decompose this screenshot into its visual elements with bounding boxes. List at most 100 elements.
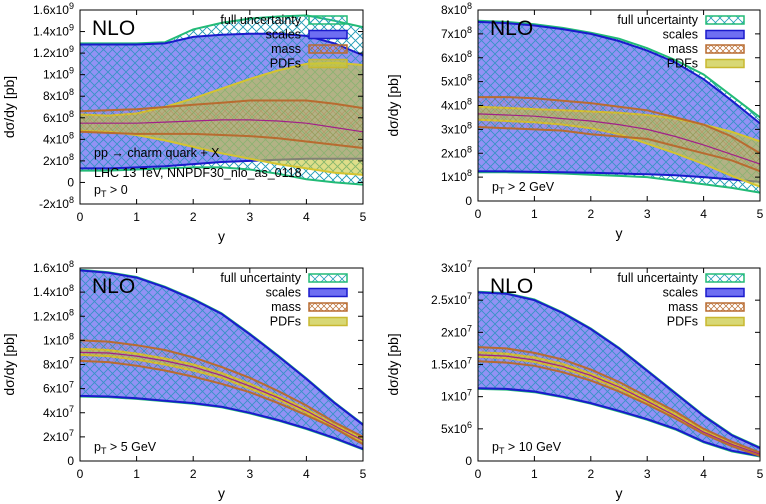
x-tick-label: 2 [587, 207, 594, 221]
pt-cut-subscript: T [499, 446, 505, 456]
y-tick-mantissa: 8x10 [43, 89, 69, 103]
full-uncertainty-lower-edge [80, 166, 363, 186]
pt-cut-subscript: T [499, 186, 505, 196]
y-tick-mantissa: 8x10 [441, 3, 467, 17]
scales-lower-edge [80, 394, 363, 450]
x-tick-label: 1 [531, 467, 538, 481]
y-tick-mantissa: 4x10 [43, 406, 69, 420]
y-tick-mantissa: 7x10 [441, 27, 467, 41]
y-tick-label: 4x108 [43, 130, 74, 146]
y-tick-mantissa: 1.2x10 [33, 309, 69, 323]
legend-swatch-scales [308, 287, 348, 298]
legend-swatch-pdfs [308, 58, 348, 69]
x-tick-label: 0 [475, 207, 482, 221]
plot-area [80, 268, 363, 451]
y-tick-mantissa: 4x10 [441, 99, 467, 113]
y-tick-exponent: 8 [69, 195, 74, 205]
y-tick-mantissa: 0 [465, 454, 472, 468]
x-axis-label: y [616, 485, 623, 501]
scales-lower-edge [478, 170, 760, 183]
process-annotation: pp → charm quark + X [94, 146, 220, 160]
y-tick-exponent: 7 [69, 356, 74, 366]
pt-cut-p: p [94, 440, 101, 454]
legend-swatch-mass [308, 302, 348, 312]
y-tick-mantissa: 0 [67, 454, 74, 468]
y-tick-mantissa: 1.6x10 [33, 3, 69, 17]
y-tick-exponent: 8 [467, 25, 472, 35]
y-tick-label: 6x108 [43, 109, 74, 125]
y-tick-label: 0 [67, 454, 74, 468]
x-tick-label: 2 [190, 210, 197, 224]
x-tick-label: 2 [190, 467, 197, 481]
y-tick-label: 2x107 [43, 428, 74, 444]
y-tick-mantissa: 0 [67, 175, 74, 189]
y-tick-mantissa: 1.2x10 [33, 46, 69, 60]
central-value-line [80, 119, 363, 133]
y-axis-label: dσ/dy [pb] [385, 333, 401, 395]
y-tick-label: 8x108 [441, 1, 472, 17]
mass-lower-edge [80, 359, 363, 445]
y-tick-exponent: 8 [69, 109, 74, 119]
legend-label: full uncertainty [617, 271, 698, 285]
mass-band [80, 340, 363, 445]
y-tick-exponent: 7 [467, 323, 472, 333]
x-tick-label: 4 [700, 207, 707, 221]
y-tick-label: 2x108 [43, 152, 74, 168]
pt-cut-label: pT > 0 [94, 183, 128, 199]
mass-band [478, 347, 760, 456]
legend-label: scales [663, 28, 698, 42]
y-tick-mantissa: 5x10 [441, 75, 467, 89]
mass-band [80, 100, 363, 148]
legend-label: mass [271, 300, 301, 314]
x-tick-label: 3 [246, 467, 253, 481]
y-tick-mantissa: 2x10 [43, 430, 69, 444]
pt-cut-p: p [94, 183, 101, 197]
y-tick-exponent: 8 [467, 49, 472, 59]
panel-title: NLO [92, 275, 135, 298]
panel-title: NLO [490, 17, 533, 40]
y-tick-exponent: 9 [69, 44, 74, 54]
x-tick-label: 2 [587, 467, 594, 481]
y-tick-label: 7x108 [441, 25, 472, 41]
legend-swatch-mass [308, 44, 348, 54]
panel-1: 0 1 2 3 4 5-2x10802x1084x1086x1088x1081x1091.… [1, 1, 367, 244]
y-tick-label: 1x108 [441, 168, 472, 184]
y-tick-label: 1.2x109 [33, 44, 74, 60]
legend-label: PDFs [667, 315, 698, 329]
pt-cut-subscript: T [101, 189, 107, 199]
y-tick-exponent: 8 [467, 97, 472, 107]
y-tick-mantissa: 5x10 [441, 422, 467, 436]
legend-swatch-mass [705, 44, 745, 54]
y-tick-mantissa: 0 [465, 194, 472, 208]
y-tick-mantissa: 2x10 [441, 325, 467, 339]
y-tick-mantissa: 1.6x10 [33, 261, 69, 275]
legend-label: PDFs [667, 57, 698, 71]
y-tick-label: 0 [465, 194, 472, 208]
y-tick-mantissa: 1x10 [43, 333, 69, 347]
y-tick-mantissa: 2.5x10 [431, 293, 467, 307]
mass-band [478, 97, 760, 172]
x-axis-label: y [218, 228, 225, 244]
y-tick-mantissa: 1x10 [441, 170, 467, 184]
x-tick-label: 0 [77, 467, 84, 481]
y-tick-exponent: 8 [69, 87, 74, 97]
x-tick-label: 4 [700, 467, 707, 481]
y-tick-exponent: 9 [69, 1, 74, 11]
y-axis-label: dσ/dy [pb] [1, 76, 17, 138]
legend-swatch-pdfs [308, 316, 348, 327]
y-tick-exponent: 9 [69, 66, 74, 76]
y-axis-label: dσ/dy [pb] [1, 333, 17, 395]
x-tick-label: 1 [531, 207, 538, 221]
mass-upper-edge [478, 346, 760, 454]
y-tick-mantissa: 2x10 [441, 146, 467, 160]
panel-2: 0 1 2 3 4 501x1082x1083x1084x1085x1086x1087x1… [385, 1, 764, 241]
x-tick-label: 1 [133, 467, 140, 481]
y-tick-label: 2x107 [441, 323, 472, 339]
y-tick-exponent: 6 [467, 420, 472, 430]
y-tick-label: 5x106 [441, 420, 472, 436]
mass-lower-edge [80, 130, 363, 149]
pt-cut-value: > 0 [106, 183, 127, 197]
y-tick-mantissa: 8x10 [43, 358, 69, 372]
y-tick-exponent: 8 [467, 168, 472, 178]
panel-title: NLO [490, 275, 533, 298]
